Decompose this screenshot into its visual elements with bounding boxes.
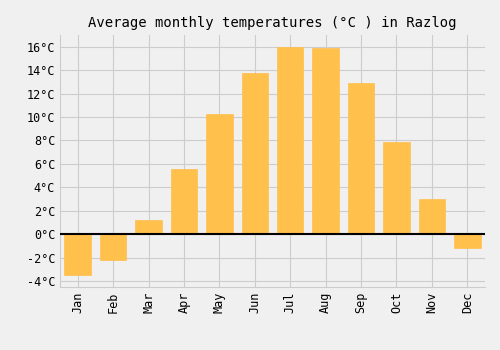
Bar bbox=[64, 234, 91, 275]
Bar bbox=[206, 113, 233, 234]
Bar bbox=[418, 199, 445, 234]
Bar bbox=[348, 83, 374, 234]
Bar bbox=[277, 47, 303, 234]
Bar bbox=[242, 72, 268, 234]
Title: Average monthly temperatures (°C ) in Razlog: Average monthly temperatures (°C ) in Ra… bbox=[88, 16, 457, 30]
Bar bbox=[312, 48, 339, 234]
Bar bbox=[170, 169, 197, 234]
Bar bbox=[100, 234, 126, 260]
Bar bbox=[383, 142, 409, 234]
Bar bbox=[136, 220, 162, 234]
Bar bbox=[454, 234, 480, 248]
